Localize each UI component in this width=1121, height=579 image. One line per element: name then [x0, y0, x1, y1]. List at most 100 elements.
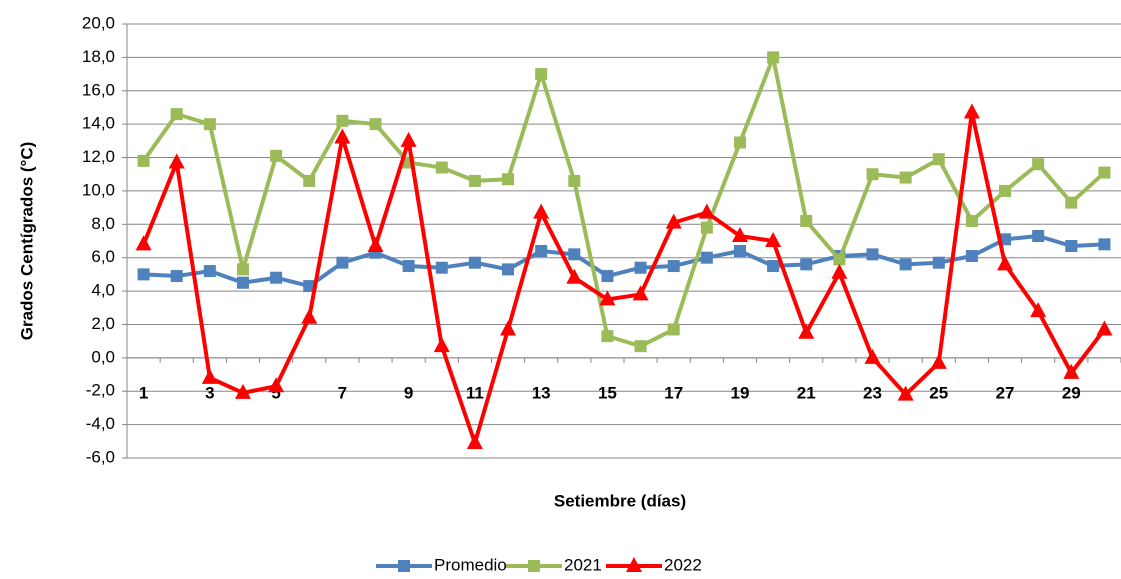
y-tick-label: -6,0: [86, 447, 115, 466]
y-tick-label: 20,0: [82, 13, 115, 32]
marker: [667, 260, 680, 273]
marker: [268, 377, 285, 393]
x-tick-label: 17: [664, 383, 683, 402]
y-tick-label: 6,0: [91, 247, 115, 266]
y-tick-label: 18,0: [82, 47, 115, 66]
marker: [367, 237, 384, 253]
series: [135, 103, 1113, 449]
x-tick-label: 5: [271, 383, 280, 402]
x-tick-label: 19: [731, 383, 750, 402]
marker: [866, 168, 879, 181]
y-tick-label: 2,0: [91, 314, 115, 333]
marker: [1063, 363, 1080, 379]
marker: [466, 433, 483, 449]
marker: [733, 136, 746, 149]
marker: [965, 250, 978, 263]
marker: [435, 261, 448, 274]
marker: [864, 348, 881, 364]
x-tick-label: 15: [598, 383, 617, 402]
marker: [831, 263, 848, 279]
marker: [468, 256, 481, 269]
marker: [798, 323, 815, 339]
marker: [899, 171, 912, 184]
legend-label: Promedio: [434, 555, 507, 574]
x-tick-label: 21: [797, 383, 816, 402]
legend-label: 2022: [664, 555, 702, 574]
marker: [963, 103, 980, 119]
marker: [334, 128, 351, 144]
marker: [270, 149, 283, 162]
marker: [303, 280, 316, 293]
marker: [303, 174, 316, 187]
legend-marker: [398, 560, 410, 572]
x-axis-label: Setiembre (días): [554, 491, 686, 510]
x-tick-label: 1: [139, 383, 148, 402]
marker: [435, 161, 448, 174]
y-tick-label: 8,0: [91, 214, 115, 233]
marker: [700, 221, 713, 234]
marker: [698, 203, 715, 219]
marker: [932, 153, 945, 166]
marker: [866, 248, 879, 261]
marker: [203, 118, 216, 131]
marker: [833, 253, 846, 266]
marker: [1065, 196, 1078, 209]
marker: [369, 118, 382, 131]
y-tick-label: 12,0: [82, 147, 115, 166]
legend-label: 2021: [564, 555, 602, 574]
marker: [502, 263, 515, 276]
marker: [568, 174, 581, 187]
x-tick-label: 27: [996, 383, 1015, 402]
x-tick-label: 3: [205, 383, 214, 402]
marker: [1096, 320, 1113, 336]
x-tick-label: 13: [532, 383, 551, 402]
y-tick-label: 10,0: [82, 180, 115, 199]
marker: [137, 154, 150, 167]
marker: [1098, 238, 1111, 251]
x-tick-label: 29: [1062, 383, 1081, 402]
y-tick-label: 4,0: [91, 281, 115, 300]
marker: [566, 268, 583, 284]
marker: [930, 353, 947, 369]
marker: [170, 270, 183, 283]
x-tick-label: 7: [338, 383, 347, 402]
series: [137, 51, 1111, 353]
marker: [170, 108, 183, 121]
marker: [932, 256, 945, 269]
y-tick-label: -4,0: [86, 414, 115, 433]
marker: [402, 260, 415, 273]
marker: [601, 270, 614, 283]
marker: [400, 131, 417, 147]
y-axis-label: Grados Centígrados (°C): [17, 142, 36, 341]
marker: [301, 308, 318, 324]
marker: [765, 232, 782, 247]
marker: [767, 260, 780, 273]
marker: [203, 265, 216, 278]
series-line: [141, 110, 1107, 445]
marker: [535, 245, 548, 258]
legend-marker: [528, 560, 540, 572]
marker: [433, 337, 450, 353]
marker: [731, 226, 748, 242]
marker: [665, 213, 682, 229]
marker: [800, 258, 813, 271]
y-tick-label: 16,0: [82, 80, 115, 99]
marker: [500, 320, 517, 336]
marker: [568, 248, 581, 261]
marker: [733, 245, 746, 258]
x-tick-label: 25: [929, 383, 948, 402]
marker: [1098, 166, 1111, 179]
marker: [700, 251, 713, 264]
marker: [270, 271, 283, 284]
marker: [236, 276, 249, 289]
marker: [533, 203, 550, 219]
marker: [897, 385, 914, 401]
marker: [767, 51, 780, 64]
marker: [999, 184, 1012, 197]
marker: [965, 214, 978, 227]
marker: [168, 153, 185, 169]
marker: [1032, 158, 1045, 171]
y-tick-label: 14,0: [82, 114, 115, 133]
